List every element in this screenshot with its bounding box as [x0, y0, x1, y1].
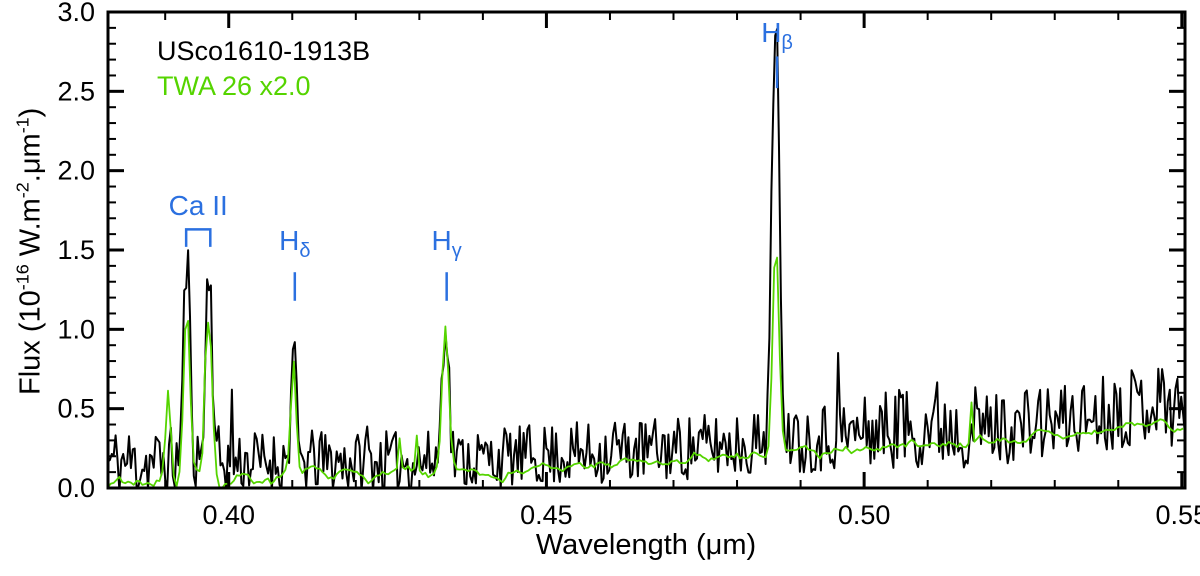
- svg-text:2.0: 2.0: [57, 156, 95, 186]
- y-axis-tick-labels: 0.0 0.5 1.0 1.5 2.0 2.5 3.0: [57, 0, 95, 503]
- svg-text:2.5: 2.5: [57, 76, 95, 106]
- annotation-label: Hγ: [432, 225, 462, 262]
- svg-text:0.45: 0.45: [520, 500, 573, 530]
- y-axis-label-text-3: .μm: [14, 133, 47, 183]
- x-axis-tick-labels: 0.40 0.45 0.50 0.55: [202, 500, 1200, 530]
- svg-text:0.0: 0.0: [57, 473, 95, 503]
- svg-text:1.5: 1.5: [57, 235, 95, 265]
- y-axis-label: Flux (10-16 W.m-2.μm-1): [13, 1, 48, 501]
- y-axis-label-exp-1: -16: [12, 264, 33, 291]
- y-axis-label-text: Flux (10: [14, 290, 47, 396]
- y-axis-label-exp-3: -1: [12, 117, 33, 134]
- svg-text:3.0: 3.0: [57, 0, 95, 27]
- annotation-label: Ca II: [169, 190, 228, 221]
- x-axis-ticks: [164, 12, 1184, 488]
- x-axis-label: Wavelength (μm): [535, 529, 757, 561]
- y-axis-label-text-2: W.m: [14, 198, 47, 265]
- svg-text:0.55: 0.55: [1156, 500, 1200, 530]
- annotation-bracket: [184, 228, 212, 247]
- series-line-1: [108, 256, 1184, 488]
- svg-text:0.50: 0.50: [838, 500, 891, 530]
- annotation-label: Hδ: [279, 225, 310, 262]
- svg-text:1.0: 1.0: [57, 314, 95, 344]
- legend: USco1610-1913B TWA 26 x2.0: [157, 34, 370, 104]
- svg-text:0.5: 0.5: [57, 394, 95, 424]
- svg-text:0.40: 0.40: [202, 500, 255, 530]
- y-axis-label-exp-2: -2: [12, 182, 33, 199]
- legend-item-1: TWA 26 x2.0: [157, 71, 311, 101]
- legend-item-0: USco1610-1913B: [157, 36, 371, 66]
- y-axis-label-text-4: ): [14, 107, 47, 118]
- y-axis-ticks: [108, 10, 1185, 490]
